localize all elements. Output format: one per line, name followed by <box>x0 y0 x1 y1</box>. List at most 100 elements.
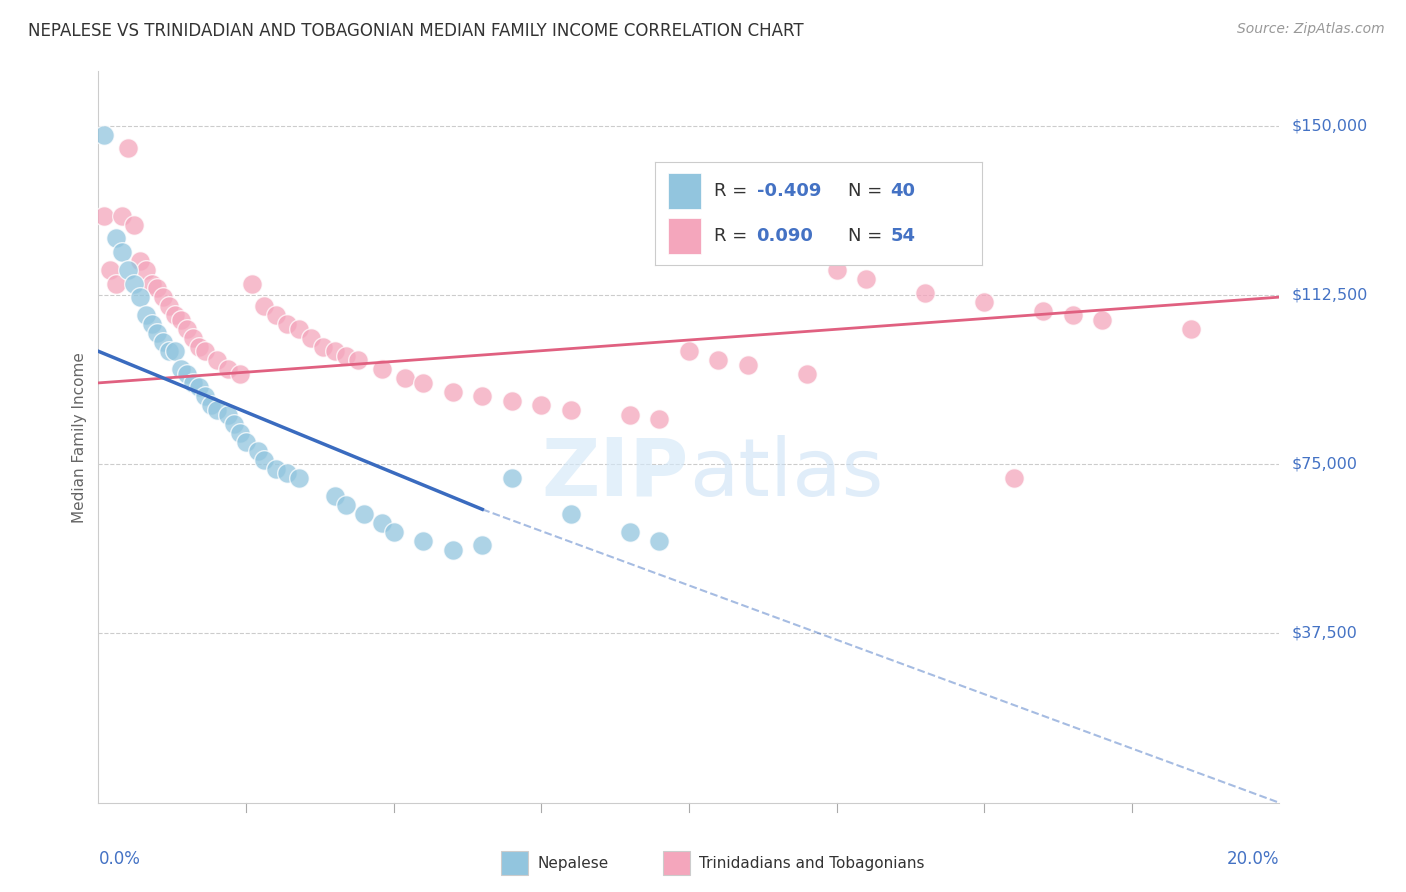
Text: R =: R = <box>714 182 754 200</box>
Point <box>288 471 311 485</box>
Point <box>855 272 877 286</box>
Point <box>111 209 134 223</box>
Point <box>619 408 641 422</box>
Point <box>122 277 145 291</box>
Text: Trinidadians and Tobagonians: Trinidadians and Tobagonians <box>699 855 925 871</box>
Point <box>111 244 134 259</box>
Text: N =: N = <box>848 227 889 245</box>
Point <box>253 299 276 313</box>
Point <box>560 507 582 521</box>
Point <box>157 299 180 313</box>
Text: Nepalese: Nepalese <box>537 855 609 871</box>
Point <box>170 362 193 376</box>
Point <box>264 461 287 475</box>
Point <box>176 367 198 381</box>
Point <box>412 376 434 390</box>
Point <box>335 498 357 512</box>
Text: $112,500: $112,500 <box>1291 287 1368 302</box>
Point <box>246 443 269 458</box>
Text: 20.0%: 20.0% <box>1227 850 1279 868</box>
Text: $150,000: $150,000 <box>1291 118 1368 133</box>
Point <box>737 358 759 372</box>
Point <box>441 384 464 399</box>
Point <box>371 362 394 376</box>
Text: ZIP: ZIP <box>541 434 689 513</box>
Point <box>501 471 523 485</box>
Point <box>382 524 405 539</box>
Point <box>1062 308 1084 322</box>
Point <box>217 362 239 376</box>
Point <box>141 317 163 331</box>
Point <box>678 344 700 359</box>
Point <box>973 294 995 309</box>
Point <box>194 389 217 403</box>
Point <box>371 516 394 530</box>
Point <box>796 367 818 381</box>
Point <box>471 389 494 403</box>
Point <box>205 403 228 417</box>
Point <box>253 452 276 467</box>
Point <box>312 340 335 354</box>
Point <box>117 263 139 277</box>
Point <box>165 344 187 359</box>
Point <box>471 538 494 552</box>
Point <box>152 290 174 304</box>
Point <box>323 489 346 503</box>
Text: NEPALESE VS TRINIDADIAN AND TOBAGONIAN MEDIAN FAMILY INCOME CORRELATION CHART: NEPALESE VS TRINIDADIAN AND TOBAGONIAN M… <box>28 22 804 40</box>
Point <box>135 263 157 277</box>
Point <box>412 533 434 548</box>
Point <box>276 466 298 480</box>
FancyBboxPatch shape <box>668 219 702 254</box>
Point <box>825 263 848 277</box>
Point <box>205 353 228 368</box>
Point <box>105 277 128 291</box>
Point <box>105 231 128 245</box>
Text: N =: N = <box>848 182 889 200</box>
Text: Source: ZipAtlas.com: Source: ZipAtlas.com <box>1237 22 1385 37</box>
Point <box>98 263 121 277</box>
Point <box>530 399 553 413</box>
Point <box>176 322 198 336</box>
Point <box>1002 471 1025 485</box>
Text: 40: 40 <box>890 182 915 200</box>
Y-axis label: Median Family Income: Median Family Income <box>72 351 87 523</box>
Point <box>117 141 139 155</box>
FancyBboxPatch shape <box>501 851 529 875</box>
Point <box>707 353 730 368</box>
Point <box>229 367 252 381</box>
Point <box>128 254 150 268</box>
Point <box>441 543 464 558</box>
Point <box>157 344 180 359</box>
Point <box>135 308 157 322</box>
Point <box>235 434 257 449</box>
Point <box>122 218 145 232</box>
Point <box>1091 312 1114 326</box>
Point <box>93 128 115 142</box>
Point <box>194 344 217 359</box>
Point <box>187 340 209 354</box>
Point <box>181 376 204 390</box>
Point <box>264 308 287 322</box>
Text: 0.090: 0.090 <box>756 227 814 245</box>
Point <box>152 335 174 350</box>
Text: $75,000: $75,000 <box>1291 457 1357 472</box>
Point <box>323 344 346 359</box>
Point <box>394 371 416 385</box>
Point <box>170 312 193 326</box>
Point <box>1032 303 1054 318</box>
Text: -0.409: -0.409 <box>756 182 821 200</box>
Point <box>501 394 523 409</box>
Point <box>619 524 641 539</box>
Point <box>347 353 370 368</box>
Point <box>648 533 671 548</box>
Point <box>128 290 150 304</box>
Point <box>187 380 209 394</box>
Point <box>914 285 936 300</box>
Text: $37,500: $37,500 <box>1291 626 1357 641</box>
Point <box>240 277 263 291</box>
Point <box>217 408 239 422</box>
Text: R =: R = <box>714 227 759 245</box>
Point <box>1180 322 1202 336</box>
Point <box>200 399 222 413</box>
Point <box>335 349 357 363</box>
